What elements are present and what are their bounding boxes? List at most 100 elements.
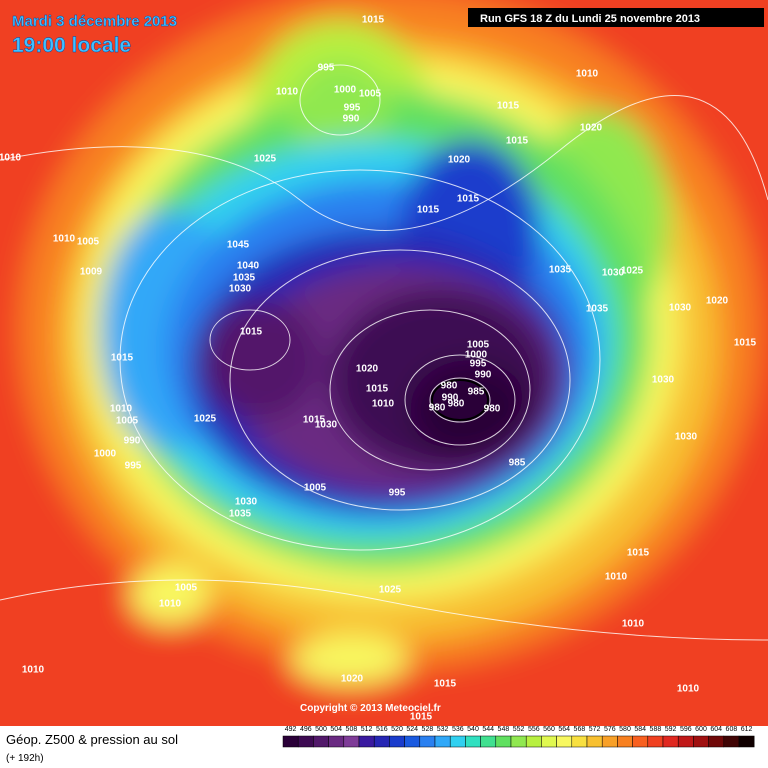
isobar-label: 1020: [580, 123, 603, 134]
colorbar-label: 520: [391, 726, 403, 733]
isobar-label: 1010: [53, 234, 76, 245]
isobar-label: 1015: [362, 15, 385, 26]
isobar-label: 1025: [254, 154, 277, 165]
isobar-label: 1005: [359, 89, 382, 100]
low-center: [431, 379, 489, 421]
colorbar-label: 512: [361, 726, 373, 733]
colorbar-label: 552: [513, 726, 525, 733]
isobar-label: 1000: [465, 350, 488, 361]
colorbar-label: 588: [650, 726, 662, 733]
colorbar-label: 532: [437, 726, 449, 733]
colorbar-cell: [541, 735, 557, 748]
colorbar-cell: [297, 735, 314, 748]
isobar-label: 1010: [372, 399, 395, 410]
isobar-label: 985: [509, 458, 526, 469]
isobar-label: 1005: [175, 583, 198, 594]
isobar-label: 1030: [315, 420, 338, 431]
isobar-label: 1025: [379, 585, 402, 596]
colorbar-cell: [328, 735, 345, 748]
isobar-label: 1015: [111, 353, 134, 364]
isobar-label: 1000: [94, 449, 117, 460]
isobar-label: 985: [468, 387, 485, 398]
isobar-label: 1030: [652, 375, 675, 386]
isobar-label: 1035: [229, 509, 252, 520]
copyright: Copyright © 2013 Meteociel.fr: [300, 703, 441, 714]
time: 19:00 locale: [12, 34, 131, 57]
colorbar-cell: [662, 735, 679, 748]
isobar-label: 995: [125, 461, 142, 472]
colorbar-label: 548: [498, 726, 510, 733]
isobar-label: 1015: [410, 712, 433, 723]
isobar-label: 995: [470, 359, 487, 370]
colorbar-cell: [632, 735, 649, 748]
isobar-label: 1020: [448, 155, 471, 166]
colorbar-label: 560: [543, 726, 555, 733]
isobar-label: 1005: [467, 340, 490, 351]
colorbar-cell: [282, 735, 299, 748]
isobar-label: 1030: [235, 497, 258, 508]
isobar-label: 1010: [22, 665, 45, 676]
isobar-label: 1010: [110, 404, 133, 415]
colorbar-label: 544: [482, 726, 494, 733]
colorbar-label: 516: [376, 726, 388, 733]
isobar-label: 1009: [80, 267, 103, 278]
isobar-label: 1045: [227, 240, 250, 251]
isobar-label: 1015: [240, 327, 263, 338]
isobar-label: 1005: [304, 483, 327, 494]
isobar-label: 1000: [334, 85, 357, 96]
colorbar-label: 556: [528, 726, 540, 733]
colorbar-label: 496: [300, 726, 312, 733]
isobar-label: 995: [389, 488, 406, 499]
colorbar-cell: [373, 735, 390, 748]
isobar-label: 1030: [229, 284, 252, 295]
isobar-label: 1015: [434, 679, 457, 690]
colorbar-cell: [571, 735, 588, 748]
isobar-label: 1015: [734, 338, 757, 349]
colorbar-cell: [404, 735, 421, 748]
colorbar-cell: [495, 735, 512, 748]
isobar-label: 980: [441, 381, 458, 392]
isobar-label: 1015: [627, 548, 650, 559]
isobar-label: 1010: [622, 619, 645, 630]
colorbar-label: 524: [406, 726, 418, 733]
isobar-label: 995: [344, 103, 361, 114]
colorbar-cell: [434, 735, 451, 748]
isobar-label: 1010: [605, 572, 628, 583]
isobar-label: 1010: [576, 69, 599, 80]
isobar-label: 1005: [77, 237, 100, 248]
colorbar-label: 612: [741, 726, 753, 733]
isobar-label: 1020: [341, 674, 364, 685]
colorbar-cell: [647, 735, 664, 748]
isobar-label: 1025: [621, 266, 644, 277]
colorbar-cell: [449, 735, 466, 748]
isobar-label: 1010: [159, 599, 182, 610]
isobar-label: 1005: [116, 416, 139, 427]
isobar-label: 1010: [276, 87, 299, 98]
colorbar-cell: [313, 735, 329, 748]
colorbar-label: 600: [695, 726, 707, 733]
colorbar-cell: [586, 735, 603, 748]
isobar-label: 1015: [457, 194, 480, 205]
colorbar-cell: [556, 735, 573, 748]
isobar-label: 1010: [0, 153, 22, 164]
colorbar-cell: [480, 735, 497, 748]
colorbar-label: 508: [346, 726, 358, 733]
colorbar-label: 596: [680, 726, 692, 733]
isobar-label: 1035: [549, 265, 572, 276]
isobar-label: 1010: [677, 684, 700, 695]
isobar-label: 1015: [506, 136, 529, 147]
isobar-label: 990: [124, 436, 141, 447]
isobar-label: 980: [429, 403, 446, 414]
colorbar-label: 576: [604, 726, 616, 733]
colorbar-cell: [343, 735, 360, 748]
colorbar: 492 496 500 504 508 512 516 520 524 528 532 536 540 5…: [282, 726, 755, 748]
colorbar-label: 492: [285, 726, 297, 733]
colorbar-label: 604: [710, 726, 722, 733]
colorbar-cell: [723, 735, 740, 748]
isobar-label: 1020: [356, 364, 379, 375]
isobar-label: 1030: [675, 432, 698, 443]
colorbar-label: 528: [422, 726, 434, 733]
colorbar-label: 504: [330, 726, 342, 733]
isobar-label: 995: [318, 63, 335, 74]
